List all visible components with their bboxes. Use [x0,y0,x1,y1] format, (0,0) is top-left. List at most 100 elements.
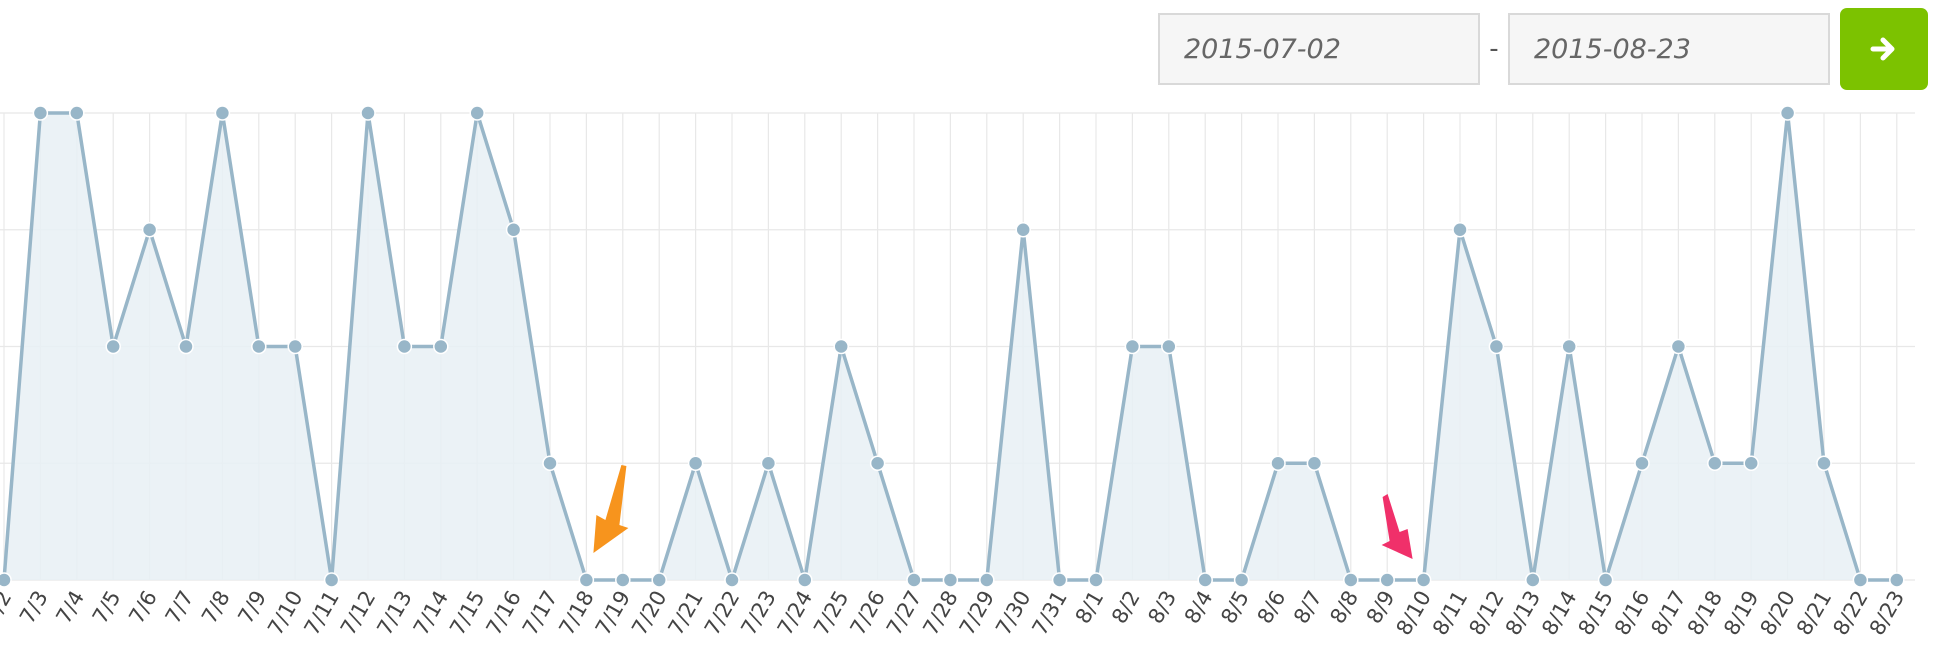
data-point[interactable] [1707,455,1723,471]
data-point[interactable] [833,338,849,355]
x-tick-label: 8/18 [1683,587,1727,640]
orange-arrow-annotation [593,465,629,553]
data-point[interactable] [1488,338,1505,355]
data-point[interactable] [1343,572,1359,588]
data-point[interactable] [1670,338,1687,355]
data-point[interactable] [1015,222,1031,238]
x-tick-label: 7/17 [518,587,562,640]
x-tick-label: 8/13 [1501,587,1545,640]
x-tick-label: 7/28 [918,587,962,640]
date-range-toolbar: - [1158,8,1928,90]
data-point[interactable] [141,222,158,238]
data-point[interactable] [1379,572,1395,588]
x-tick-label: 7/25 [809,587,853,640]
x-tick-label: 7/7 [161,587,199,628]
data-point[interactable] [396,338,413,355]
x-tick-label: 8/19 [1719,587,1763,640]
data-point[interactable] [32,105,49,121]
x-tick-label: 8/11 [1428,587,1472,640]
data-point[interactable] [433,338,449,355]
data-point[interactable] [1051,572,1068,588]
data-point[interactable] [578,572,595,588]
data-point[interactable] [1816,455,1832,471]
data-point[interactable] [287,338,303,355]
data-point[interactable] [1779,105,1796,121]
x-tick-label: 7/5 [88,587,126,628]
x-tick-label: 8/1 [1071,587,1109,628]
x-tick-label: 8/12 [1464,587,1508,640]
x-tick-label: 8/17 [1646,587,1690,640]
data-point[interactable] [1561,338,1577,355]
data-point[interactable] [505,222,522,238]
x-tick-label: 7/22 [700,587,744,640]
data-point[interactable] [1889,572,1905,588]
x-tick-label: 8/22 [1828,587,1872,640]
data-point[interactable] [360,105,376,121]
x-tick-label: 7/16 [482,587,526,640]
end-date-input[interactable] [1508,13,1830,85]
x-tick-label: 8/3 [1143,587,1181,628]
data-point[interactable] [1124,338,1141,355]
data-point[interactable] [251,338,267,355]
x-tick-label: 7/27 [882,587,926,640]
x-tick-label: 7/31 [1028,587,1072,640]
date-range-separator: - [1489,34,1499,64]
x-tick-label: 8/4 [1180,587,1218,628]
data-point[interactable] [760,455,777,471]
data-point[interactable] [0,572,12,588]
data-point[interactable] [979,572,995,588]
x-tick-label: 8/20 [1756,587,1800,640]
x-tick-label: 7/15 [445,587,489,640]
data-point[interactable] [1088,572,1104,588]
data-point[interactable] [542,455,558,471]
data-point[interactable] [869,455,886,471]
x-tick-label: 7/19 [591,587,635,640]
x-tick-label: 7/30 [991,587,1035,640]
data-point[interactable] [1270,455,1286,471]
data-point[interactable] [797,572,813,588]
x-tick-label: 7/29 [955,587,999,640]
apply-date-range-button[interactable] [1840,8,1928,90]
x-tick-label: 7/26 [846,587,890,640]
data-point[interactable] [1634,455,1650,471]
x-tick-label: 8/14 [1537,587,1581,640]
data-point[interactable] [1525,572,1541,588]
start-date-input[interactable] [1158,13,1480,85]
x-tick-label: 8/2 [1107,587,1145,628]
data-point[interactable] [1233,572,1250,588]
x-tick-label: 7/6 [124,587,162,628]
data-point[interactable] [105,338,121,355]
x-tick-label: 7/21 [664,587,708,640]
data-point[interactable] [906,572,922,588]
data-point[interactable] [651,572,667,588]
data-point[interactable] [69,105,85,121]
x-tick-label: 7/2 [0,587,16,628]
data-point[interactable] [469,105,485,121]
data-point[interactable] [1852,572,1869,588]
x-tick-label: 7/24 [773,587,817,640]
data-point[interactable] [323,572,340,588]
x-tick-label: 8/5 [1216,587,1254,628]
x-tick-label: 7/3 [15,587,53,628]
x-tick-label: 7/12 [336,587,380,640]
data-point[interactable] [687,455,704,471]
data-point[interactable] [1452,222,1468,238]
x-tick-label: 8/7 [1289,587,1327,628]
data-points [0,105,1905,588]
data-point[interactable] [1415,572,1432,588]
data-point[interactable] [178,338,194,355]
x-axis-tick-labels: 7/27/37/47/57/67/77/87/97/107/117/127/13… [0,587,1909,640]
pink-arrow-annotation [1381,494,1413,559]
data-point[interactable] [1597,572,1614,588]
data-point[interactable] [1161,338,1177,355]
data-point[interactable] [1306,455,1323,471]
x-tick-label: 7/13 [372,587,416,640]
data-point[interactable] [942,572,959,588]
data-point[interactable] [615,572,631,588]
data-point[interactable] [724,572,740,588]
data-point[interactable] [214,105,231,121]
data-point[interactable] [1197,572,1213,588]
data-point[interactable] [1743,455,1759,471]
x-tick-label: 7/20 [627,587,671,640]
arrow-right-icon [1870,37,1895,61]
